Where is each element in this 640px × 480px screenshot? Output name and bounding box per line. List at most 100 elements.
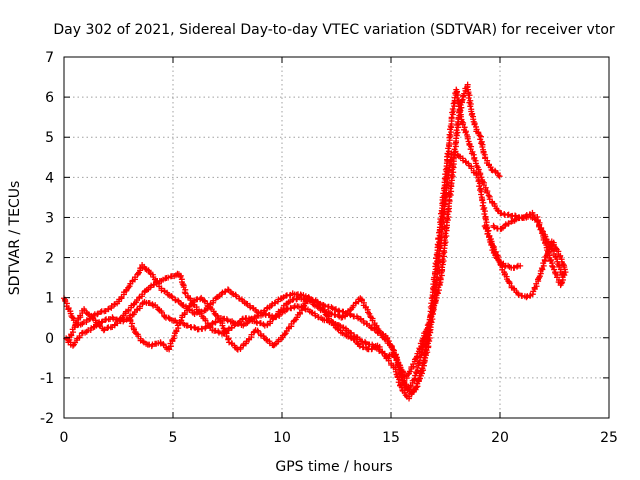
data-point [201, 297, 208, 304]
y-tick-label: 6 [45, 90, 54, 106]
data-point [549, 263, 556, 270]
data-point [239, 316, 246, 323]
data-point [494, 207, 501, 214]
data-point [139, 338, 146, 345]
data-point [360, 319, 367, 326]
x-tick-label: 15 [382, 430, 400, 446]
data-point [146, 300, 153, 307]
data-points [61, 81, 569, 402]
data-point [478, 191, 485, 198]
data-point [334, 312, 341, 319]
y-tick-label: -1 [40, 371, 54, 387]
data-point [435, 287, 442, 294]
x-tick-label: 5 [169, 430, 178, 446]
data-point [422, 328, 429, 335]
y-tick-label: 1 [45, 291, 54, 307]
data-point [225, 336, 232, 343]
data-point [224, 317, 231, 324]
data-point [175, 297, 182, 304]
data-point [321, 308, 328, 315]
data-point [356, 343, 363, 350]
data-point [104, 325, 111, 332]
data-point [490, 222, 497, 229]
data-point [281, 331, 288, 338]
x-tick-label: 25 [600, 430, 618, 446]
data-point [142, 265, 149, 272]
data-point [514, 263, 521, 270]
data-point [495, 256, 502, 263]
series-arc-C [65, 81, 503, 393]
data-point [165, 314, 172, 321]
data-point [517, 262, 524, 269]
data-point [458, 104, 465, 111]
data-point [96, 322, 103, 329]
series-arc-D [126, 294, 429, 382]
x-tick-label: 20 [491, 430, 509, 446]
data-point [219, 322, 226, 329]
x-axis-label: GPS time / hours [275, 459, 392, 475]
data-point [437, 275, 444, 282]
data-point [485, 192, 492, 199]
y-tick-label: 3 [45, 210, 54, 226]
data-point [476, 180, 483, 187]
data-point [451, 146, 458, 153]
data-point [478, 140, 485, 147]
data-point [72, 322, 79, 329]
x-tick-label: 10 [273, 430, 291, 446]
y-tick-label: 2 [45, 251, 54, 267]
data-point [467, 103, 474, 110]
data-point [178, 317, 185, 324]
y-tick-label: 0 [45, 331, 54, 347]
data-point [439, 264, 446, 271]
data-point [181, 289, 188, 296]
data-point [559, 261, 566, 268]
data-point [457, 107, 464, 114]
data-point [392, 368, 399, 375]
data-point [479, 143, 486, 150]
data-point [155, 306, 162, 313]
data-point [411, 376, 418, 383]
data-point [460, 93, 467, 100]
series-arc-E [481, 213, 569, 301]
data-point [515, 291, 522, 298]
data-point [411, 356, 418, 363]
y-axis-label: SDTVAR / TECUs [7, 181, 23, 296]
y-tick-label: 5 [45, 130, 54, 146]
data-point [454, 92, 461, 99]
data-point [251, 313, 258, 320]
data-point [398, 384, 405, 391]
data-point [523, 294, 530, 301]
data-point [120, 318, 127, 325]
data-point [158, 287, 165, 294]
data-point [496, 173, 503, 180]
data-point [105, 305, 112, 312]
data-point [245, 315, 252, 322]
data-point [445, 213, 452, 220]
data-point [350, 335, 357, 342]
data-point [168, 293, 175, 300]
data-point [97, 309, 104, 316]
data-point [466, 92, 473, 99]
data-point [489, 242, 496, 249]
data-point [165, 274, 172, 281]
data-point [498, 210, 505, 217]
data-point [110, 315, 117, 322]
axis-ticks: 0 5 10 15 20 25 -2 -1 0 1 2 3 4 5 6 7 [40, 50, 618, 446]
data-point [199, 325, 206, 332]
data-point [69, 342, 76, 349]
data-point [477, 133, 484, 140]
data-point [415, 360, 422, 367]
data-point [305, 294, 312, 301]
data-point [442, 230, 449, 237]
data-point [444, 178, 451, 185]
data-point [102, 317, 109, 324]
data-point [494, 225, 501, 232]
data-point [224, 286, 231, 293]
data-point [448, 188, 455, 195]
y-tick-label: 7 [45, 50, 54, 66]
data-point [487, 164, 494, 171]
y-tick-label: -2 [40, 411, 54, 427]
data-point [540, 232, 547, 239]
data-point [328, 311, 335, 318]
